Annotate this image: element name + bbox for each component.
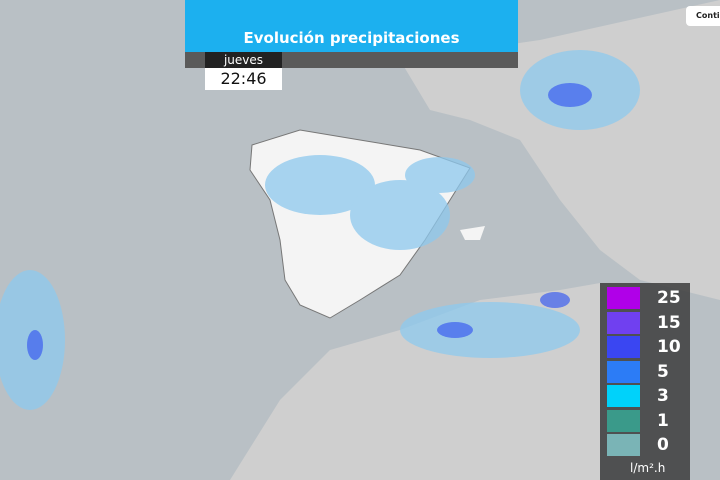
legend-row: 5 <box>607 360 687 384</box>
time: 22:46 <box>205 68 282 90</box>
legend-swatch <box>607 287 640 309</box>
legend-row: 0 <box>607 434 687 457</box>
day: jueves <box>205 52 282 68</box>
legend-label: 5 <box>657 361 669 382</box>
legend-swatch <box>607 434 640 456</box>
legend-row: 15 <box>607 311 687 335</box>
legend-label: 3 <box>657 386 669 406</box>
legend-label: 25 <box>657 288 681 308</box>
legend-row: 25 <box>607 287 687 310</box>
legend-row: 1 <box>607 409 687 433</box>
legend-label: 15 <box>657 312 681 333</box>
europe-land <box>400 0 720 300</box>
title: Evolución precipitaciones <box>185 0 518 52</box>
legend-swatch <box>607 360 640 383</box>
legend: l/m².h 25 15 10 5 3 1 0 <box>600 283 690 480</box>
legend-swatch <box>607 409 640 432</box>
legend-swatch <box>607 336 640 358</box>
legend-label: 1 <box>657 410 669 431</box>
balearic-islands <box>460 226 485 240</box>
heavy-precipitation <box>27 83 592 360</box>
continue-button[interactable]: Contin <box>686 6 720 26</box>
legend-row: 10 <box>607 336 687 359</box>
legend-label: 0 <box>657 435 669 455</box>
legend-unit: l/m².h <box>630 461 666 475</box>
legend-label: 10 <box>657 337 681 357</box>
legend-swatch <box>607 311 640 334</box>
legend-swatch <box>607 385 640 407</box>
legend-row: 3 <box>607 385 687 408</box>
